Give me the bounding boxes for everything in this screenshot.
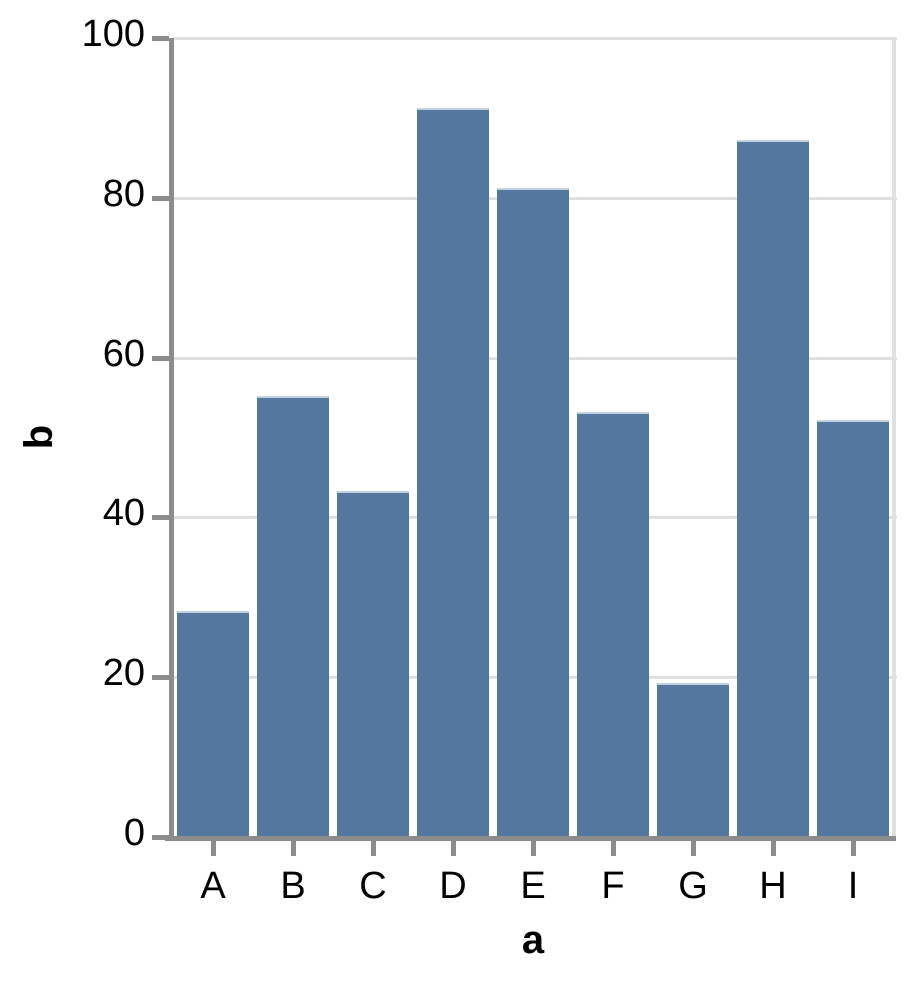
y-axis-spine (169, 38, 174, 840)
bar (657, 683, 729, 836)
x-tick-label: A (200, 865, 226, 907)
x-tick-label: D (439, 865, 467, 907)
x-axis-tick (371, 840, 376, 856)
x-tick-label: F (601, 865, 625, 907)
y-tick-label: 40 (102, 492, 145, 535)
x-tick-label: I (847, 865, 859, 907)
x-tick-label: B (280, 865, 306, 907)
bar (737, 139, 809, 836)
y-tick-label: 100 (81, 13, 145, 55)
x-axis-tick (691, 840, 696, 856)
x-axis-tick (211, 840, 216, 856)
x-tick-label: C (359, 865, 387, 907)
x-tick-label: E (520, 865, 546, 907)
bar (257, 395, 329, 836)
bar (177, 611, 249, 836)
x-tick-label: H (759, 865, 787, 907)
y-axis-tick (152, 36, 169, 41)
x-axis-tick (291, 840, 296, 856)
x-axis-spine (165, 836, 896, 841)
y-tick-label: 60 (102, 332, 145, 375)
bar (577, 411, 649, 836)
y-axis-tick (152, 675, 169, 681)
y-axis-tick (152, 515, 169, 521)
x-axis-tick (451, 840, 456, 856)
x-axis-title: a (521, 918, 545, 962)
y-axis-tick (152, 355, 169, 361)
plot-right-border (892, 38, 896, 837)
y-gridline (173, 37, 897, 40)
x-tick-label: G (678, 865, 708, 907)
x-axis-tick (851, 840, 856, 856)
bar (817, 419, 889, 836)
x-axis-tick (611, 840, 616, 856)
plot-area: 0 20 40 60 80 100 A B C D E F G H I (82, 13, 897, 907)
y-tick-label: 20 (102, 652, 145, 695)
bar (337, 491, 409, 836)
x-axis-tick (531, 840, 536, 856)
y-axis-tick (152, 835, 169, 840)
y-axis-tick (152, 195, 169, 201)
y-axis-title: b (17, 424, 61, 450)
bar (497, 187, 569, 836)
bar (417, 107, 489, 836)
y-tick-label: 80 (102, 172, 145, 215)
x-axis-tick (771, 840, 776, 856)
y-tick-label: 0 (123, 812, 145, 854)
